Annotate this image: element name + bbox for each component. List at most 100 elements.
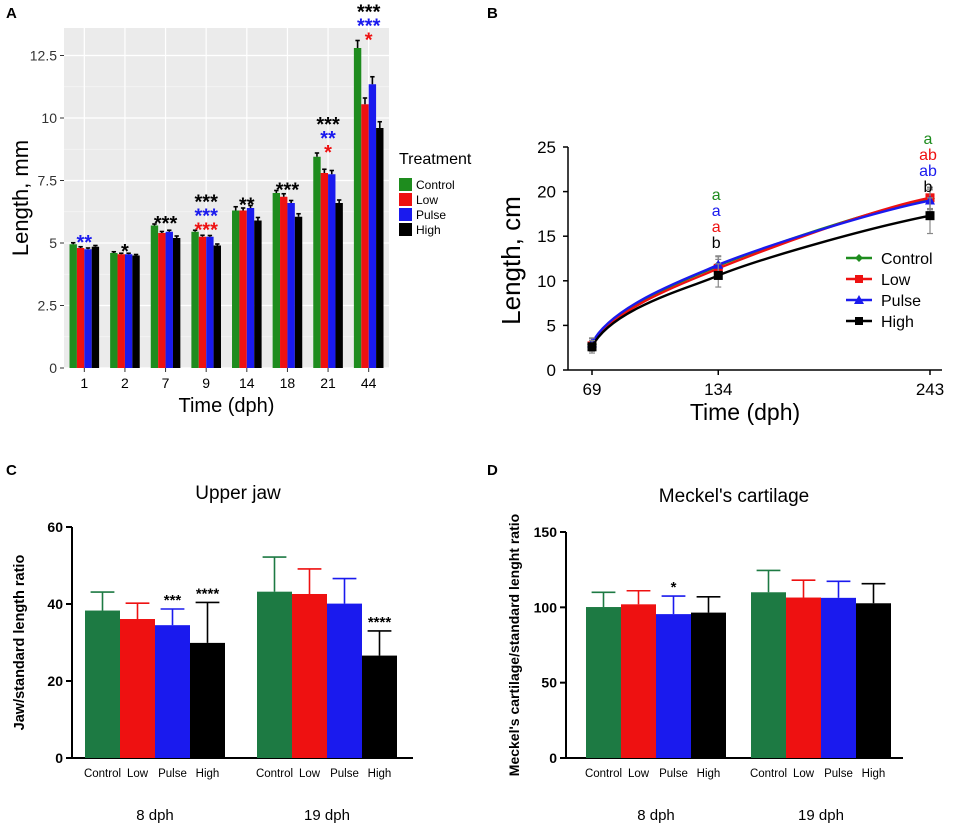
bar-low bbox=[786, 597, 821, 758]
significance-letter: a bbox=[712, 203, 721, 220]
significance-stars: *** bbox=[154, 213, 178, 235]
y-tick-label: 40 bbox=[47, 596, 63, 612]
significance-stars: *** bbox=[276, 180, 300, 202]
bar-pulse bbox=[246, 208, 255, 368]
group-label: 8 dph bbox=[136, 807, 174, 824]
y-tick-label: 0 bbox=[49, 360, 57, 376]
bar-pulse bbox=[368, 84, 377, 368]
bar-high bbox=[335, 203, 343, 368]
x-axis-title: Time (dph) bbox=[690, 399, 800, 425]
legend-label-high: High bbox=[416, 223, 441, 237]
bar-label: High bbox=[196, 768, 220, 780]
y-tick-label: 12.5 bbox=[30, 48, 57, 64]
x-tick-label: 134 bbox=[704, 380, 732, 399]
bar-label: Control bbox=[256, 768, 293, 780]
significance-stars: * bbox=[324, 142, 332, 164]
x-tick-label: 7 bbox=[162, 375, 170, 391]
y-tick-label: 20 bbox=[537, 183, 556, 202]
bar-pulse bbox=[165, 231, 173, 368]
y-tick-label: 20 bbox=[47, 673, 63, 689]
significance-stars: *** bbox=[195, 219, 219, 241]
significance-stars: ** bbox=[320, 128, 336, 150]
significance-letter: ab bbox=[919, 147, 937, 164]
bar-label: High bbox=[697, 768, 721, 780]
legend-swatch-high bbox=[399, 223, 412, 236]
legend-label-pulse: Pulse bbox=[416, 208, 446, 222]
bar-low bbox=[292, 593, 327, 758]
significance-stars: *** bbox=[357, 2, 381, 24]
y-tick-label: 0 bbox=[549, 750, 557, 766]
bar-control bbox=[150, 225, 159, 368]
bar-control bbox=[353, 48, 362, 368]
significance-letter: a bbox=[712, 219, 721, 236]
y-tick-label: 25 bbox=[537, 138, 556, 157]
y-tick-label: 50 bbox=[541, 675, 557, 691]
legend-label-control: Control bbox=[416, 178, 455, 192]
bar-pulse bbox=[84, 249, 92, 368]
y-tick-label: 5 bbox=[547, 316, 556, 335]
significance-stars: * bbox=[365, 30, 373, 52]
significance-letter: b bbox=[924, 179, 933, 196]
panel-c-chart: Upper jaw 0 20 40 60 Jaw/standard length rati… bbox=[12, 483, 413, 824]
x-tick-label: 2 bbox=[121, 375, 129, 391]
bar-low bbox=[117, 254, 125, 368]
y-tick-label: 0 bbox=[547, 361, 556, 380]
y-tick-label: 0 bbox=[55, 750, 63, 766]
bar-label: Pulse bbox=[824, 768, 853, 780]
x-tick-label: 243 bbox=[916, 380, 944, 399]
bar-low bbox=[198, 236, 207, 368]
bar-label: Pulse bbox=[659, 768, 688, 780]
bar-pulse bbox=[656, 614, 691, 758]
y-axis-title: Length, cm bbox=[496, 196, 526, 325]
significance-stars: * bbox=[671, 579, 677, 596]
panel-d-chart: Meckel's cartilage 0 50 100 150 Meckel's cart… bbox=[506, 486, 903, 824]
legend-label-high: High bbox=[881, 314, 914, 331]
panel-label-c: C bbox=[6, 462, 17, 479]
significance-stars: *** bbox=[316, 114, 340, 136]
x-tick-label: 9 bbox=[202, 375, 210, 391]
significance-stars: *** bbox=[195, 205, 219, 227]
bar-control bbox=[257, 591, 292, 758]
significance-stars: * bbox=[121, 241, 129, 263]
bar-high bbox=[254, 220, 262, 368]
bar-low bbox=[239, 210, 247, 368]
panel-a-chart: 02.557.51012.51**2*7***9*********14**18*… bbox=[8, 2, 472, 418]
series-line-low bbox=[590, 196, 931, 347]
bar-pulse bbox=[124, 254, 133, 368]
bar-pulse bbox=[155, 625, 190, 758]
legend-label-control: Control bbox=[881, 251, 933, 268]
bar-label: Control bbox=[84, 768, 121, 780]
bar-pulse bbox=[821, 597, 856, 758]
bar-label: Low bbox=[127, 768, 149, 780]
x-tick-label: 69 bbox=[583, 380, 602, 399]
y-tick-label: 60 bbox=[47, 519, 63, 535]
bar-high bbox=[213, 245, 221, 368]
bar-low bbox=[158, 233, 166, 368]
bar-control bbox=[586, 607, 621, 758]
bar-control bbox=[272, 193, 281, 368]
legend-label-low: Low bbox=[881, 272, 911, 289]
panel-label-d: D bbox=[487, 462, 498, 479]
y-axis-title: Jaw/standard length ratio bbox=[12, 555, 28, 731]
x-tick-label: 44 bbox=[361, 375, 377, 391]
marker-high bbox=[587, 342, 597, 352]
significance-stars: **** bbox=[368, 614, 392, 631]
bar-low bbox=[621, 604, 656, 758]
significance-stars: *** bbox=[195, 191, 219, 213]
legend-title: Treatment bbox=[399, 151, 472, 168]
bar-pulse bbox=[327, 603, 362, 758]
bar-label: Pulse bbox=[330, 768, 359, 780]
bar-label: Low bbox=[628, 768, 650, 780]
bar-high bbox=[190, 642, 225, 758]
legend-label-pulse: Pulse bbox=[881, 293, 921, 310]
bar-low bbox=[280, 196, 288, 368]
bar-high bbox=[294, 216, 303, 368]
bar-control bbox=[313, 156, 321, 368]
bar-low bbox=[76, 248, 85, 368]
y-tick-label: 7.5 bbox=[38, 173, 58, 189]
y-tick-label: 100 bbox=[534, 599, 558, 615]
marker-high bbox=[925, 211, 935, 221]
y-tick-label: 10 bbox=[537, 272, 556, 291]
